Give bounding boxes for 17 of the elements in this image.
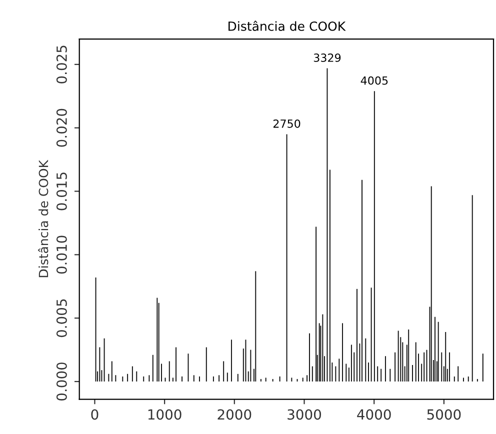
y-tick-label: 0.005 <box>56 299 67 338</box>
y-tick-label: 0.000 <box>56 362 67 400</box>
annotation: 2750 <box>273 119 300 128</box>
x-tick-label: 0 <box>91 409 98 420</box>
annotation: 3329 <box>314 54 341 62</box>
y-tick-label: 0.015 <box>56 172 67 210</box>
y-tick-label: 0.020 <box>56 108 67 147</box>
y-tick-label: 0.010 <box>56 236 67 274</box>
annotation: 4005 <box>360 76 388 85</box>
chart-title: Distância de COOK <box>228 20 346 31</box>
x-tick-label: 2000 <box>218 409 252 420</box>
y-tick-label: 0.025 <box>56 46 67 84</box>
x-tick-label: 5000 <box>427 409 461 420</box>
x-tick-label: 3000 <box>288 409 321 420</box>
x-tick-label: 1000 <box>148 409 182 420</box>
y-axis-title: Distância de COOK <box>38 160 48 278</box>
x-tick-label: 4000 <box>357 409 391 420</box>
